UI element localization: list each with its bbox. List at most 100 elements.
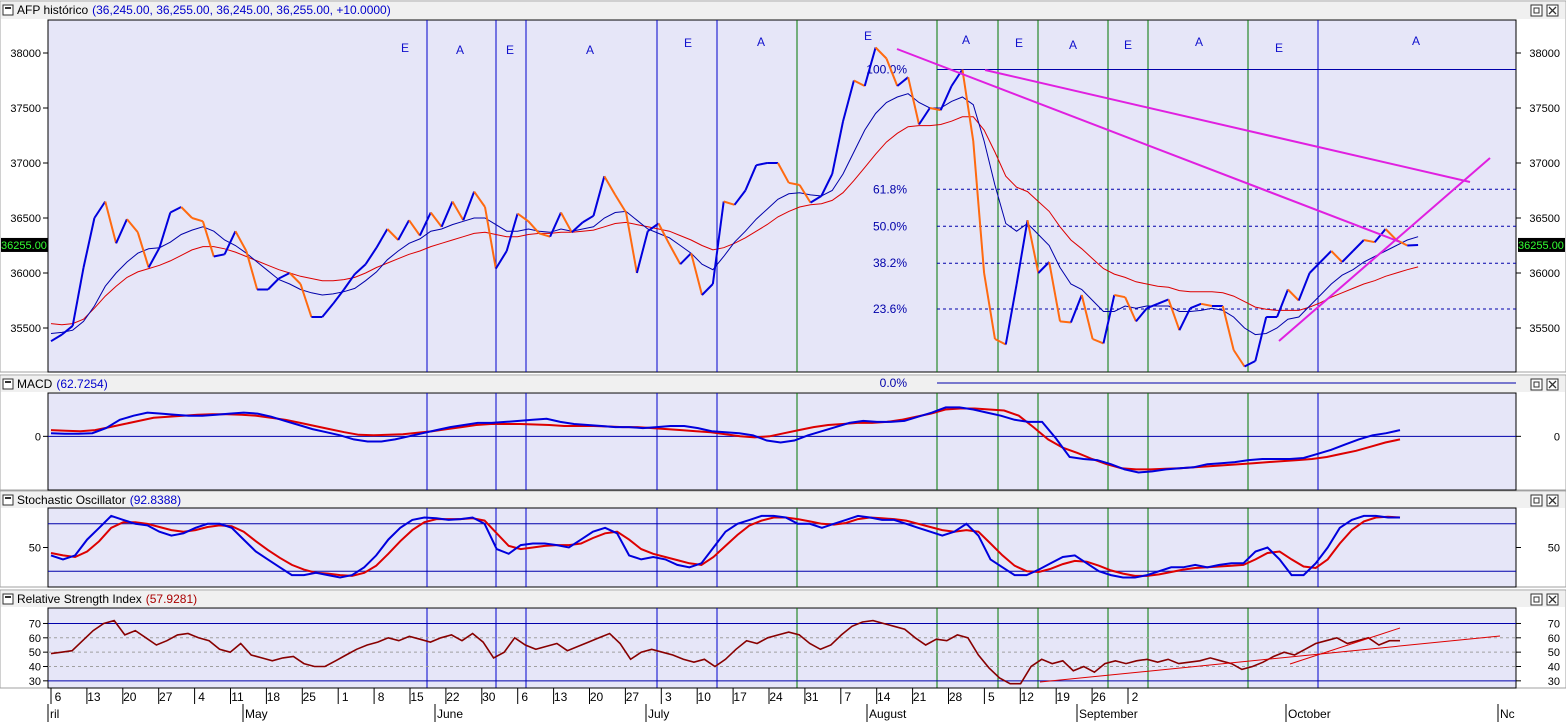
pane-header — [1, 376, 1565, 392]
date-tick-label: 6 — [521, 690, 528, 704]
date-tick-label: 3 — [665, 690, 672, 704]
wave-label: E — [684, 36, 692, 50]
price-segment — [278, 272, 291, 280]
y-tick-label-right: 37000 — [1529, 158, 1560, 170]
price-segment — [429, 211, 443, 228]
wave-label: E — [506, 43, 514, 57]
price-segment — [462, 191, 476, 221]
price-segment — [1114, 294, 1126, 299]
price-segment — [744, 164, 758, 191]
price-segment — [288, 272, 302, 285]
price-segment — [1341, 250, 1354, 263]
pane-maximize-button[interactable] — [1530, 378, 1543, 391]
month-label: August — [869, 707, 907, 721]
price-segment — [939, 85, 953, 111]
price-segment — [571, 221, 584, 234]
price-segment — [354, 263, 367, 275]
close-icon — [1548, 496, 1557, 505]
pane-collapse-button[interactable] — [2, 593, 14, 605]
price-segment — [386, 228, 399, 241]
price-segment — [473, 191, 486, 208]
price-segment — [234, 230, 248, 252]
y-tick-label-left: 0 — [35, 431, 41, 443]
date-tick-label: 28 — [949, 690, 963, 704]
date-tick-label: 25 — [303, 690, 317, 704]
rsi-line — [50, 619, 1400, 685]
wave-label: A — [1195, 35, 1203, 49]
price-segment — [690, 252, 703, 296]
price-segment — [560, 212, 573, 233]
pane-collapse-button[interactable] — [2, 494, 14, 506]
date-tick-label: 5 — [988, 690, 995, 704]
pane-maximize-button[interactable] — [1530, 4, 1543, 17]
month-label: June — [437, 707, 463, 721]
price-segment — [1384, 228, 1398, 241]
price-segment — [505, 213, 519, 252]
fib-level-label: 23.6% — [873, 302, 907, 316]
pane-collapse-button[interactable] — [2, 4, 14, 16]
y-tick-label-right: 60 — [1548, 633, 1560, 645]
pane-header — [1, 591, 1565, 607]
y-tick-label-left: 37500 — [10, 103, 41, 115]
pane-maximize-button[interactable] — [1530, 494, 1543, 507]
price-segment — [1157, 298, 1169, 305]
price-segment — [918, 107, 931, 126]
maximize-icon — [1533, 596, 1540, 603]
price-segment — [679, 252, 692, 265]
price-segment — [972, 140, 986, 274]
price-segment — [147, 247, 161, 268]
price-segment — [853, 79, 866, 87]
y-tick-label-right: 30 — [1548, 676, 1560, 688]
price-segment — [1146, 302, 1159, 310]
price-segment — [798, 184, 812, 204]
wave-label: E — [1124, 38, 1132, 52]
price-segment — [1069, 294, 1083, 323]
date-tick-label: 20 — [590, 690, 604, 704]
month-label: October — [1288, 707, 1331, 721]
pane-collapse-button[interactable] — [2, 378, 14, 390]
pane-maximize-button[interactable] — [1530, 593, 1543, 606]
price-segment — [223, 230, 237, 255]
price-marker-right-text: 36255.00 — [1518, 240, 1564, 252]
price-segment — [364, 247, 378, 265]
y-tick-label-right: 35500 — [1529, 323, 1560, 335]
price-segment — [158, 212, 172, 248]
fib-level-label: 100.0% — [866, 63, 907, 77]
price-segment — [343, 273, 356, 291]
y-tick-label-right: 38000 — [1529, 48, 1560, 60]
price-segment — [1102, 294, 1116, 344]
price-segment — [1352, 239, 1365, 252]
date-tick-label: 27 — [159, 690, 173, 704]
pane-value: (92.8388) — [130, 493, 181, 507]
pane-header — [1, 492, 1565, 508]
price-segment — [777, 162, 790, 184]
y-tick-label-left: 70 — [29, 618, 41, 630]
pane-value: (36,245.00, 36,255.00, 36,245.00, 36,255… — [92, 3, 391, 17]
wave-label: E — [401, 41, 409, 55]
y-tick-label-left: 36500 — [10, 213, 41, 225]
price-segment — [115, 218, 128, 244]
pane-header — [1, 2, 1565, 19]
price-segment — [538, 232, 551, 238]
rsi-trend-line-1 — [1039, 635, 1501, 683]
price-segment — [1004, 283, 1018, 345]
y-tick-label-left: 50 — [29, 647, 41, 659]
price-segment — [418, 212, 432, 237]
plot-area — [47, 607, 1517, 689]
maximize-icon — [1533, 497, 1540, 504]
y-tick-label-left: 30 — [29, 676, 41, 688]
y-tick-label-left: 35500 — [10, 323, 41, 335]
price-segment — [1135, 307, 1148, 323]
wave-label: A — [456, 43, 464, 57]
date-tick-label: 20 — [123, 690, 137, 704]
price-segment — [516, 212, 529, 223]
pane-title: Stochastic Oscillator — [17, 493, 126, 507]
price-segment — [756, 162, 768, 167]
wave-label: A — [1069, 38, 1077, 52]
price-segment — [809, 195, 822, 204]
price-segment — [484, 206, 497, 269]
wave-label: E — [1015, 36, 1023, 50]
price-segment — [1330, 250, 1343, 263]
trend-line-down-1 — [896, 48, 1401, 243]
